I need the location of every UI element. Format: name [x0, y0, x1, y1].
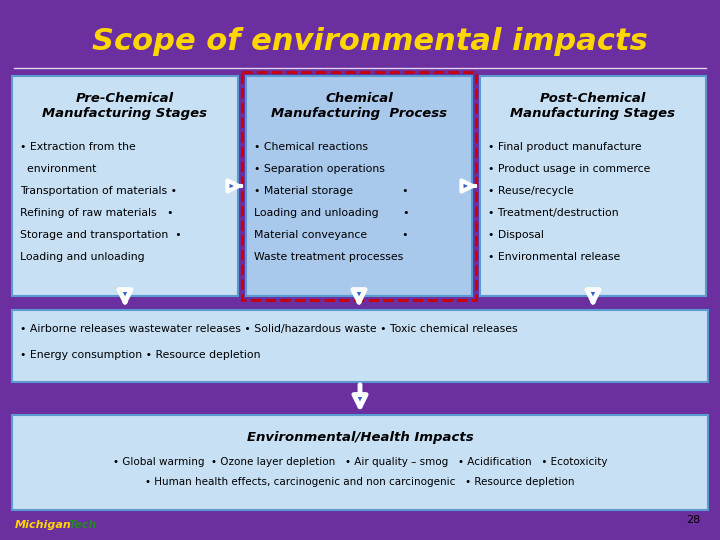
Text: Scope of environmental impacts: Scope of environmental impacts: [92, 28, 648, 57]
Text: • Product usage in commerce: • Product usage in commerce: [488, 164, 650, 174]
Bar: [242, 72, 476, 300]
Text: • Global warming  • Ozone layer depletion   • Air quality – smog   • Acidificati: • Global warming • Ozone layer depletion…: [113, 457, 607, 467]
Text: Loading and unloading: Loading and unloading: [20, 252, 145, 262]
Text: • Reuse/recycle: • Reuse/recycle: [488, 186, 574, 196]
Text: • Human health effects, carcinogenic and non carcinogenic   • Resource depletion: • Human health effects, carcinogenic and…: [145, 477, 575, 487]
Text: environment: environment: [20, 164, 96, 174]
Bar: [246, 76, 472, 296]
Text: Pre-Chemical
Manufacturing Stages: Pre-Chemical Manufacturing Stages: [42, 92, 207, 120]
Text: • Disposal: • Disposal: [488, 230, 544, 240]
Bar: [12, 76, 238, 296]
Text: • Extraction from the: • Extraction from the: [20, 142, 136, 152]
Text: Environmental/Health Impacts: Environmental/Health Impacts: [247, 431, 473, 444]
Text: Loading and unloading       •: Loading and unloading •: [254, 208, 410, 218]
Text: • Chemical reactions: • Chemical reactions: [254, 142, 368, 152]
Bar: [12, 310, 708, 382]
Bar: [12, 415, 708, 510]
Bar: [480, 76, 706, 296]
Text: Refining of raw materials   •: Refining of raw materials •: [20, 208, 174, 218]
Text: Waste treatment processes: Waste treatment processes: [254, 252, 403, 262]
Text: • Treatment/destruction: • Treatment/destruction: [488, 208, 618, 218]
Text: 28: 28: [685, 515, 700, 525]
Text: • Material storage              •: • Material storage •: [254, 186, 408, 196]
Text: Transportation of materials •: Transportation of materials •: [20, 186, 177, 196]
Text: Tech: Tech: [68, 520, 96, 530]
Text: Michigan: Michigan: [15, 520, 72, 530]
Text: • Separation operations: • Separation operations: [254, 164, 385, 174]
Text: Chemical
Manufacturing  Process: Chemical Manufacturing Process: [271, 92, 447, 120]
Text: • Airborne releases wastewater releases • Solid/hazardous waste • Toxic chemical: • Airborne releases wastewater releases …: [20, 324, 518, 334]
Text: • Energy consumption • Resource depletion: • Energy consumption • Resource depletio…: [20, 350, 261, 360]
Text: Material conveyance          •: Material conveyance •: [254, 230, 408, 240]
Text: • Final product manufacture: • Final product manufacture: [488, 142, 642, 152]
Text: • Environmental release: • Environmental release: [488, 252, 620, 262]
Text: Storage and transportation  •: Storage and transportation •: [20, 230, 181, 240]
Text: Post-Chemical
Manufacturing Stages: Post-Chemical Manufacturing Stages: [510, 92, 675, 120]
